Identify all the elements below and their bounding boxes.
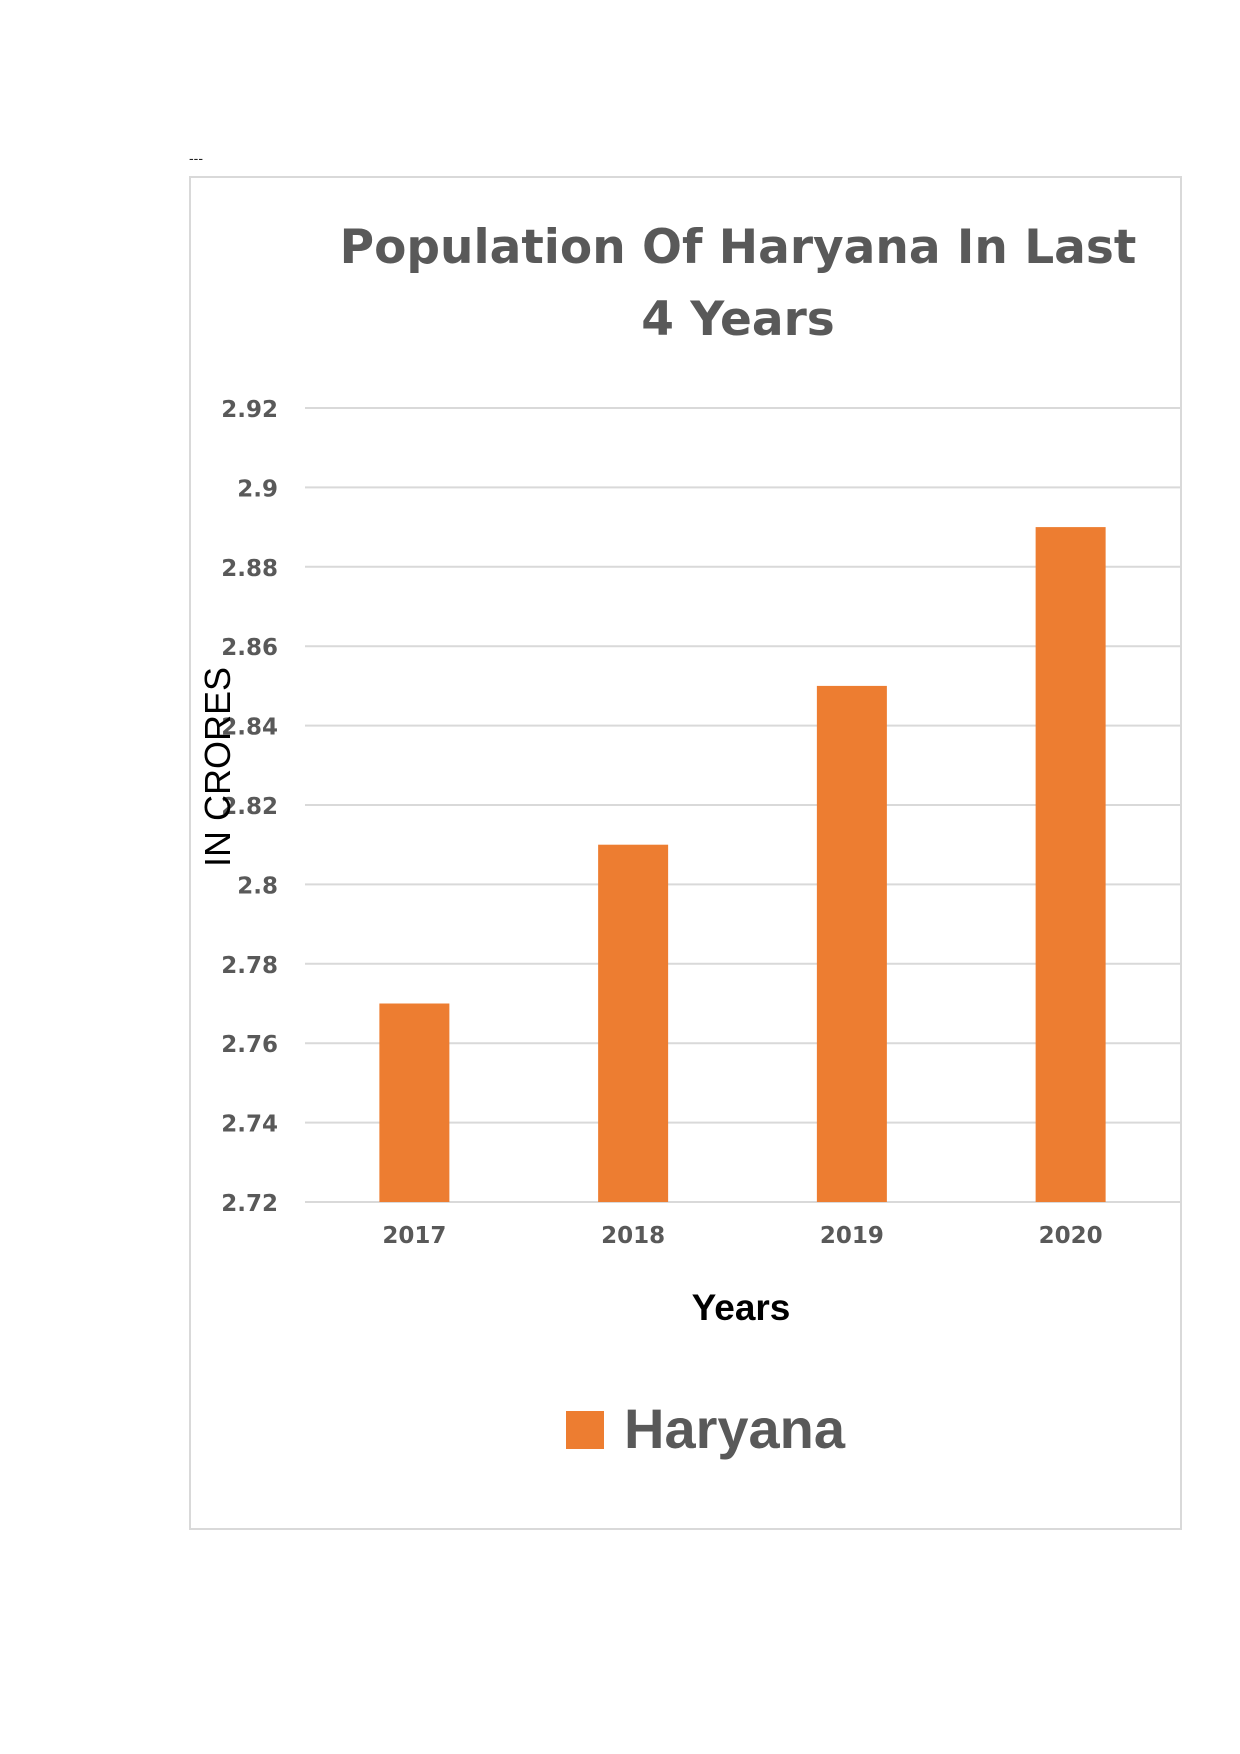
page-marker: --- [189, 150, 203, 166]
y-tick-label: 2.74 [221, 1112, 278, 1138]
y-tick-label: 2.82 [221, 794, 278, 820]
bar-2018 [598, 844, 669, 1202]
bar-2019 [816, 685, 887, 1202]
bars [379, 527, 1106, 1202]
legend-swatch [566, 1411, 604, 1449]
y-tick-label: 2.9 [237, 476, 278, 502]
chart-frame [189, 176, 1182, 1530]
y-tick-label: 2.84 [221, 715, 278, 741]
x-tick-label: 2017 [382, 1223, 446, 1249]
y-tick-label: 2.8 [237, 873, 278, 899]
y-tick-label: 2.86 [221, 635, 278, 661]
y-tick-labels: 2.92 2.9 2.88 2.86 2.84 2.82 2.8 2.78 2.76 2.74 2.… [221, 397, 278, 1217]
bar-2017 [379, 1003, 450, 1202]
x-tick-labels: 2017 2018 2019 2020 [382, 1223, 1102, 1249]
chart-title-line-1: Population Of Haryana In Last [340, 220, 1137, 275]
y-axis-title: IN CRORES [197, 667, 238, 867]
y-tick-label: 2.72 [221, 1191, 278, 1217]
x-axis-title: Years [692, 1287, 791, 1328]
x-tick-label: 2020 [1039, 1223, 1103, 1249]
x-tick-label: 2018 [601, 1223, 665, 1249]
gridlines [305, 407, 1180, 1203]
y-tick-label: 2.92 [221, 397, 278, 423]
bar-2020 [1035, 527, 1106, 1202]
x-tick-label: 2019 [820, 1223, 884, 1249]
y-tick-label: 2.88 [221, 556, 278, 582]
y-tick-label: 2.76 [221, 1032, 278, 1058]
legend-label: Haryana [624, 1397, 846, 1460]
y-tick-label: 2.78 [221, 953, 278, 979]
chart-title-line-2: 4 Years [641, 292, 835, 347]
